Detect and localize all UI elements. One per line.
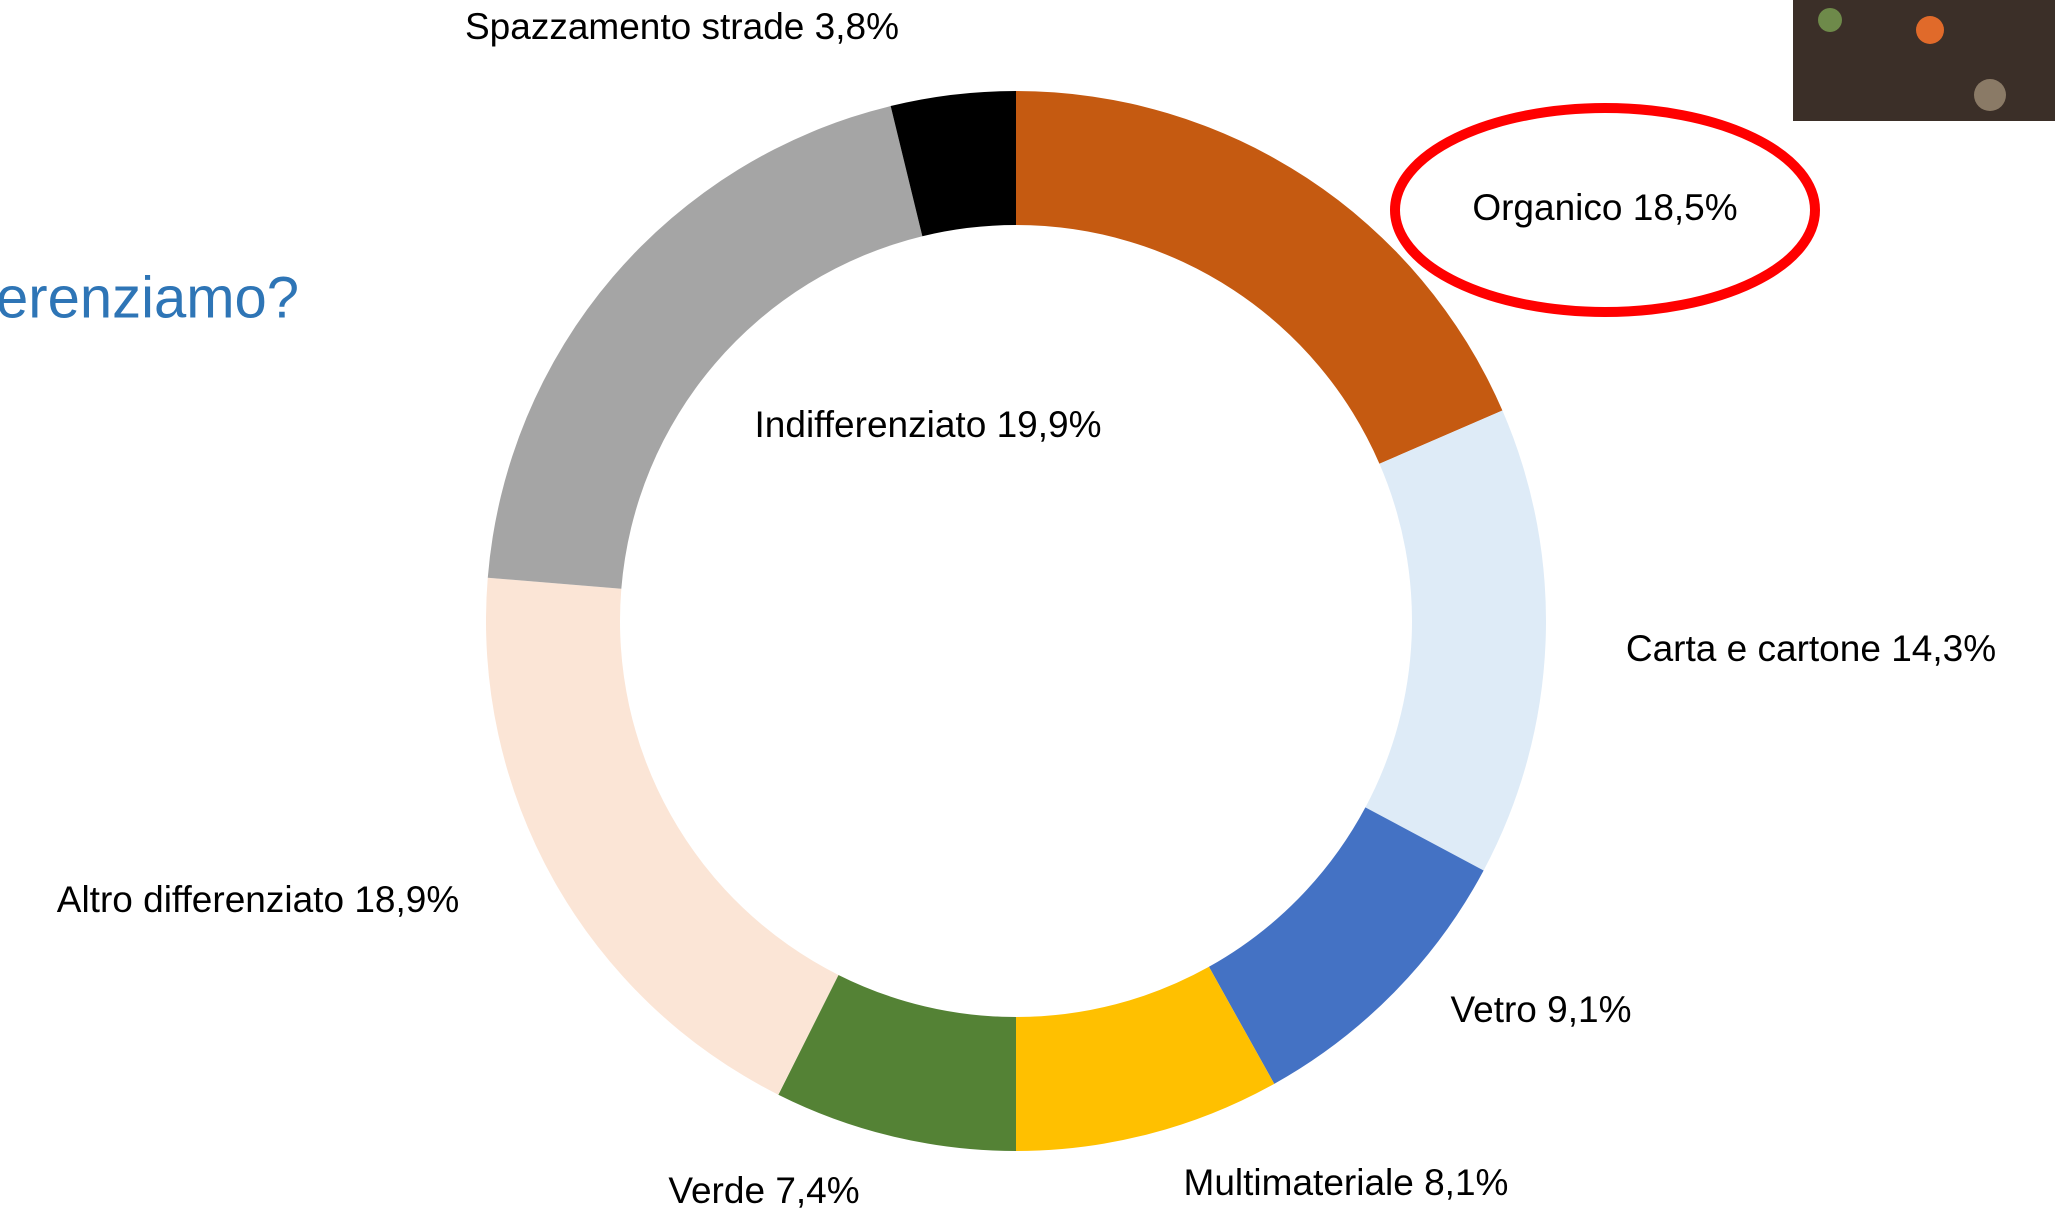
slice (1365, 411, 1546, 871)
page: {"chart_data": {"type": "donut", "title"… (0, 0, 2055, 1214)
photo-detail (1974, 79, 2006, 111)
category-label: Organico (1472, 187, 1622, 228)
value-label: 9,1% (1547, 989, 1631, 1030)
slice (488, 106, 923, 589)
slice-label: Verde 7,4% (668, 1170, 859, 1211)
category-label: Indifferenziato (755, 404, 987, 445)
value-label: 14,3% (1891, 628, 1996, 669)
category-label: Verde (668, 1170, 765, 1211)
slice-label: Vetro 9,1% (1450, 989, 1631, 1030)
category-label: Altro differenziato (57, 879, 344, 920)
slice-label: Organico 18,5% (1472, 187, 1737, 228)
slice-label: Carta e cartone 14,3% (1626, 628, 1996, 669)
value-label: 18,9% (354, 879, 459, 920)
value-label: 3,8% (815, 6, 899, 47)
slice (486, 578, 838, 1095)
slice-label: Altro differenziato 18,9% (57, 879, 459, 920)
category-label: Spazzamento strade (465, 6, 804, 47)
slice-label: Multimateriale 8,1% (1184, 1162, 1509, 1203)
value-label: 7,4% (775, 1170, 859, 1211)
value-label: 18,5% (1633, 187, 1738, 228)
category-label: Vetro (1450, 989, 1536, 1030)
photo-detail (1818, 8, 1842, 32)
category-label: Multimateriale (1184, 1162, 1414, 1203)
chart: erenziamo? Organico 18,5% Carta e cartone… (0, 0, 2055, 1214)
photo-detail (1916, 16, 1944, 44)
value-label: 8,1% (1424, 1162, 1508, 1203)
slice-label: Spazzamento strade 3,8% (465, 6, 899, 47)
donut (486, 91, 1546, 1151)
value-label: 19,9% (997, 404, 1102, 445)
category-label: Carta e cartone (1626, 628, 1881, 669)
slice-label: Indifferenziato 19,9% (755, 404, 1102, 445)
chart-title: erenziamo? (0, 265, 299, 330)
